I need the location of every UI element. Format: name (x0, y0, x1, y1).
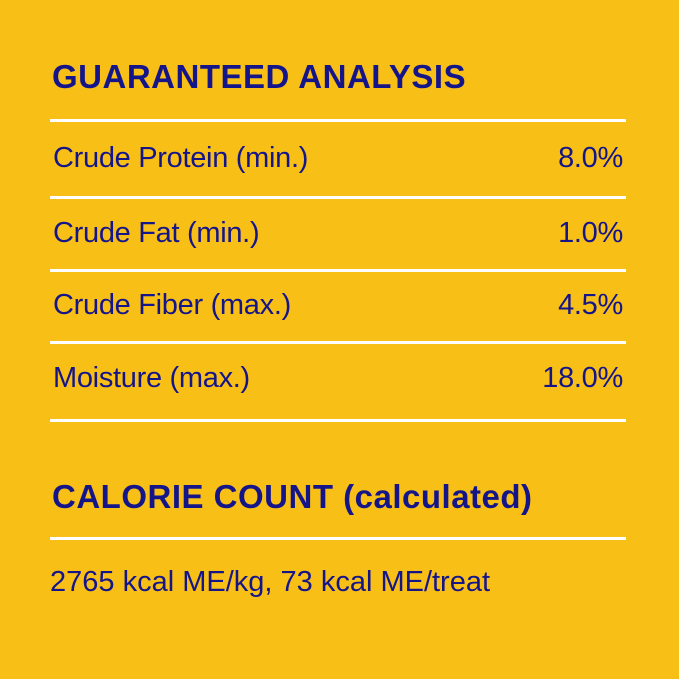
divider (50, 341, 626, 344)
calorie-count-title: CALORIE COUNT (calculated) (52, 478, 533, 515)
row-label: Crude Fat (min.) (53, 217, 260, 249)
row-value: 4.5% (558, 289, 623, 321)
calorie-count-text: 2765 kcal ME/kg, 73 kcal ME/treat (50, 566, 491, 598)
row-value: 1.0% (558, 217, 623, 249)
divider (50, 419, 626, 422)
table-row: Moisture (max.) 18.0% (53, 362, 623, 395)
row-label: Crude Fiber (max.) (53, 289, 291, 321)
row-label: Moisture (max.) (53, 362, 250, 394)
divider (50, 196, 626, 199)
guaranteed-analysis-title: GUARANTEED ANALYSIS (52, 58, 467, 95)
table-row: Crude Fiber (max.) 4.5% (53, 289, 623, 322)
divider (50, 119, 626, 122)
divider (50, 269, 626, 272)
table-row: Crude Fat (min.) 1.0% (53, 217, 623, 250)
divider (50, 537, 626, 540)
row-label: Crude Protein (min.) (53, 142, 309, 174)
row-value: 8.0% (558, 142, 623, 174)
table-row: Crude Protein (min.) 8.0% (53, 142, 623, 175)
row-value: 18.0% (542, 362, 623, 394)
